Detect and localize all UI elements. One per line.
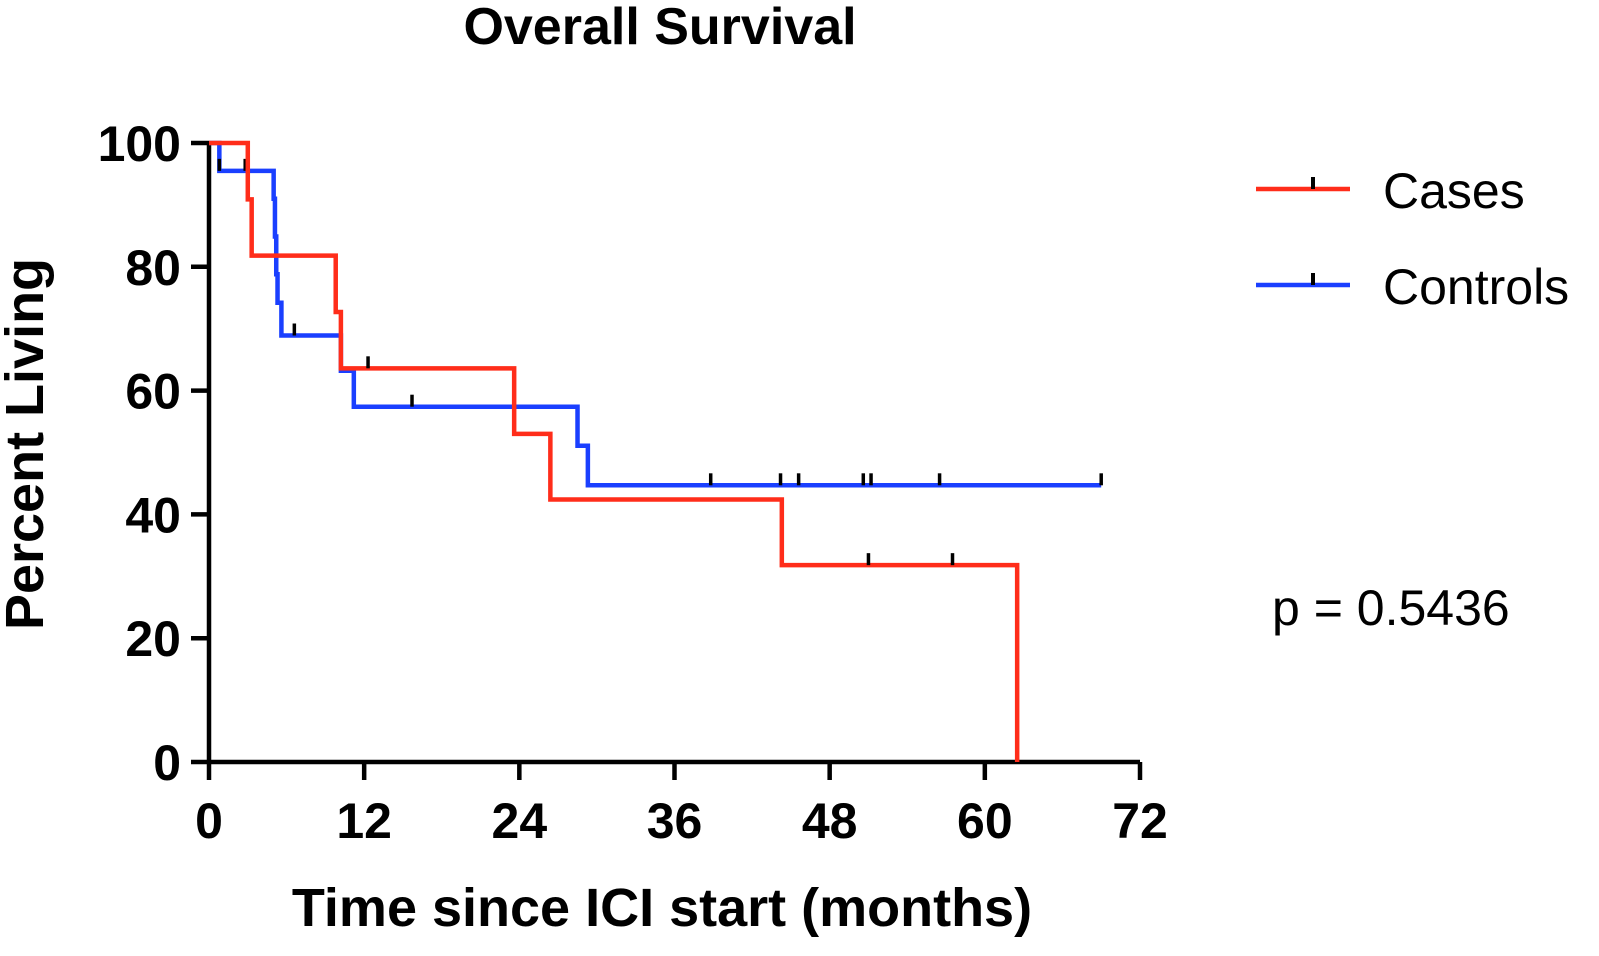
x-tick-label: 48 (802, 793, 858, 849)
chart-title: Overall Survival (463, 0, 856, 56)
x-tick-label: 0 (195, 793, 223, 849)
y-tick-label: 0 (153, 735, 181, 791)
y-tick-label: 40 (125, 487, 181, 543)
y-axis-label: Percent Living (0, 258, 55, 630)
axes: 0 20 40 60 80 100 0 12 24 36 48 60 72 (98, 116, 1168, 849)
survival-curve-controls (209, 140, 1102, 488)
survival-curve-cases (209, 140, 1020, 762)
y-tick-label: 20 (125, 611, 181, 667)
x-tick-label: 24 (492, 793, 548, 849)
y-tick-label: 60 (125, 364, 181, 420)
y-tick-label: 80 (125, 240, 181, 296)
x-tick-label: 12 (336, 793, 392, 849)
x-tick-label: 72 (1112, 793, 1168, 849)
legend: Cases Controls (1256, 163, 1569, 315)
p-value-annotation: p = 0.5436 (1272, 580, 1510, 636)
x-axis-label: Time since ICI start (months) (292, 878, 1032, 938)
legend-label-cases: Cases (1383, 163, 1525, 219)
x-tick-label: 60 (957, 793, 1013, 849)
x-tick-label: 36 (647, 793, 703, 849)
y-tick-label: 100 (98, 116, 181, 172)
legend-label-controls: Controls (1383, 259, 1569, 315)
series-layer (209, 140, 1103, 762)
